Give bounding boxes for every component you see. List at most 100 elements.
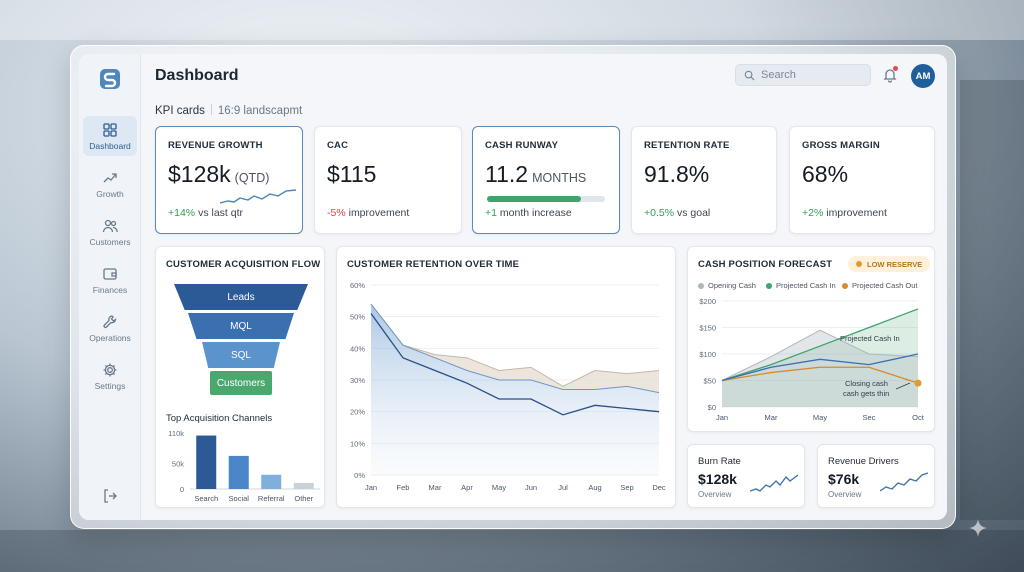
runway-progress-track (487, 196, 605, 202)
retention-line-2 (370, 313, 660, 416)
annotation-closing-cash: Closing cash (845, 379, 888, 388)
trend-up-icon (103, 172, 117, 182)
sidebar-item-settings[interactable]: Settings (83, 356, 137, 396)
kpi-value: 11.2 MONTHS (485, 161, 587, 187)
bell-icon[interactable] (882, 67, 898, 83)
burn-rate-sparkline (750, 474, 798, 492)
channels-bar-chart: 110k 50k 0 Search Social Referral Other (168, 429, 320, 503)
y-tick-label: 0 (180, 485, 184, 494)
kpi-label: RETENTION RATE (644, 140, 730, 151)
legend-opening-cash: Opening Cash (698, 281, 756, 290)
sidebar-item-growth[interactable]: Growth (83, 164, 137, 204)
funnel-step-customers[interactable]: Customers (210, 371, 272, 395)
y-tick-label: 50k (172, 460, 184, 469)
runway-progress-fill (487, 196, 582, 202)
y-tick-label: $100 (699, 350, 716, 359)
card-title: CUSTOMER RETENTION OVER TIME (347, 259, 520, 270)
retention-line-1 (370, 303, 660, 394)
bar-social (228, 455, 249, 489)
kpi-delta: +2% improvement (802, 207, 887, 219)
x-tick-label: Feb (397, 483, 410, 492)
x-tick-label: Aug (588, 483, 601, 492)
avatar[interactable]: AM (911, 64, 935, 88)
dashboard-window: Dashboard Growth Customers Finances (70, 45, 956, 529)
logout-icon[interactable] (102, 488, 118, 504)
sidebar-item-label: Settings (94, 380, 126, 391)
x-tick-label: Jan (716, 413, 728, 422)
kpi-delta: +0.5% vs goal (644, 207, 711, 219)
y-tick-label: 40% (350, 344, 365, 353)
x-tick-label: Dec (652, 483, 666, 492)
x-tick-label: Jun (525, 483, 537, 492)
sidebar-item-operations[interactable]: Operations (83, 308, 137, 348)
sparkle-icon (969, 519, 987, 537)
sidebar-item-dashboard[interactable]: Dashboard (83, 116, 137, 156)
mini-card-value: $76k (828, 471, 860, 487)
app-frame: Dashboard Growth Customers Finances (79, 54, 947, 520)
kpi-value: 91.8% (644, 161, 710, 187)
x-tick-label: May (492, 483, 506, 492)
funnel-step-mql[interactable]: MQL (188, 313, 294, 339)
kpi-card-revenue-growth[interactable]: REVENUE GROWTH $128k (QTD) +14% vs last q… (155, 126, 303, 234)
funnel-step-sql[interactable]: SQL (202, 342, 280, 368)
kpi-card-cac[interactable]: CAC $115 -5% improvement (314, 126, 462, 234)
y-tick-label: 10% (350, 439, 365, 448)
bar-referral (261, 474, 282, 489)
x-tick-label: Apr (461, 483, 473, 492)
retention-area-fill (371, 304, 659, 475)
legend-projected-cash-out: Projected Cash Out (842, 281, 917, 290)
acquisition-flow-card: CUSTOMER ACQUISITION FLOW Leads MQL SQL … (155, 246, 325, 508)
card-title: CASH POSITION FORECAST (698, 259, 833, 270)
y-tick-label: 110k (168, 429, 184, 438)
kpi-card-gross-margin[interactable]: GROSS MARGIN 68% +2% improvement (789, 126, 935, 234)
main-content: Dashboard Search AM KPI cards 16:9 landsc… (141, 54, 947, 520)
y-tick-label: $0 (708, 403, 716, 412)
cash-forecast-card: CASH POSITION FORECAST LOW RESERVE Openi… (687, 246, 935, 432)
kpi-delta: +1 month increase (485, 207, 572, 219)
sidebar-item-finances[interactable]: Finances (83, 260, 137, 300)
subtitle-label: KPI cards (155, 105, 205, 117)
search-input[interactable]: Search (735, 64, 871, 86)
kpi-label: CASH RUNWAY (485, 140, 559, 151)
closing-cash-line (721, 353, 919, 382)
mini-card-title: Revenue Drivers (828, 456, 899, 467)
kpi-card-cash-runway[interactable]: CASH RUNWAY 11.2 MONTHS +1 month increase (472, 126, 620, 234)
logo-icon (100, 69, 120, 89)
mini-card-value: $128k (698, 471, 737, 487)
kpi-value: $115 (327, 161, 377, 187)
cash-in-line (721, 308, 919, 382)
retention-area-chart: 60% 50% 40% 30% 20% 10% 0%Jan Feb Mar Apr May Jun Ju… (350, 281, 666, 492)
x-tick-label: Jan (365, 483, 377, 492)
cash-forecast-chart: $200 $150 $100 $50 $0 Projected Cash In Closin… (699, 297, 924, 422)
kpi-label: GROSS MARGIN (802, 140, 880, 151)
closing-cash-marker (914, 379, 922, 387)
channels-chart-title: Top Acquisition Channels (166, 413, 273, 424)
cash-in-fill (722, 308, 918, 407)
kpi-label: CAC (327, 140, 349, 151)
x-tick-label: Mar (765, 413, 778, 422)
x-tick-label: Social (229, 494, 250, 503)
x-tick-label: Search (194, 494, 218, 503)
annotation-cash-thin: cash gets thin (843, 389, 889, 398)
low-reserve-badge: LOW RESERVE (848, 256, 931, 272)
sidebar-item-customers[interactable]: Customers (83, 212, 137, 252)
x-tick-label: Referral (258, 494, 285, 503)
annotation-cash-in: Projected Cash In (840, 334, 900, 343)
sidebar-item-label: Finances (92, 284, 128, 295)
kpi-card-retention-rate[interactable]: RETENTION RATE 91.8% +0.5% vs goal (631, 126, 777, 234)
retention-line-0 (370, 303, 660, 387)
notification-dot (893, 66, 898, 71)
x-tick-label: Other (294, 494, 313, 503)
burn-rate-card[interactable]: Burn Rate $128k Overview (687, 444, 805, 508)
y-tick-label: 30% (350, 376, 365, 385)
kpi-delta: +14% vs last qtr (168, 207, 244, 219)
mini-card-title: Burn Rate (698, 456, 741, 467)
section-subtitle: KPI cards 16:9 landscapmt (155, 104, 302, 117)
x-tick-label: Mar (429, 483, 442, 492)
x-tick-label: Jul (558, 483, 568, 492)
revenue-drivers-card[interactable]: Revenue Drivers $76k Overview (817, 444, 935, 508)
y-tick-label: 20% (350, 408, 365, 417)
subtitle-note: 16:9 landscapmt (217, 105, 303, 117)
gear-icon (103, 363, 117, 376)
funnel-step-leads[interactable]: Leads (174, 284, 308, 310)
